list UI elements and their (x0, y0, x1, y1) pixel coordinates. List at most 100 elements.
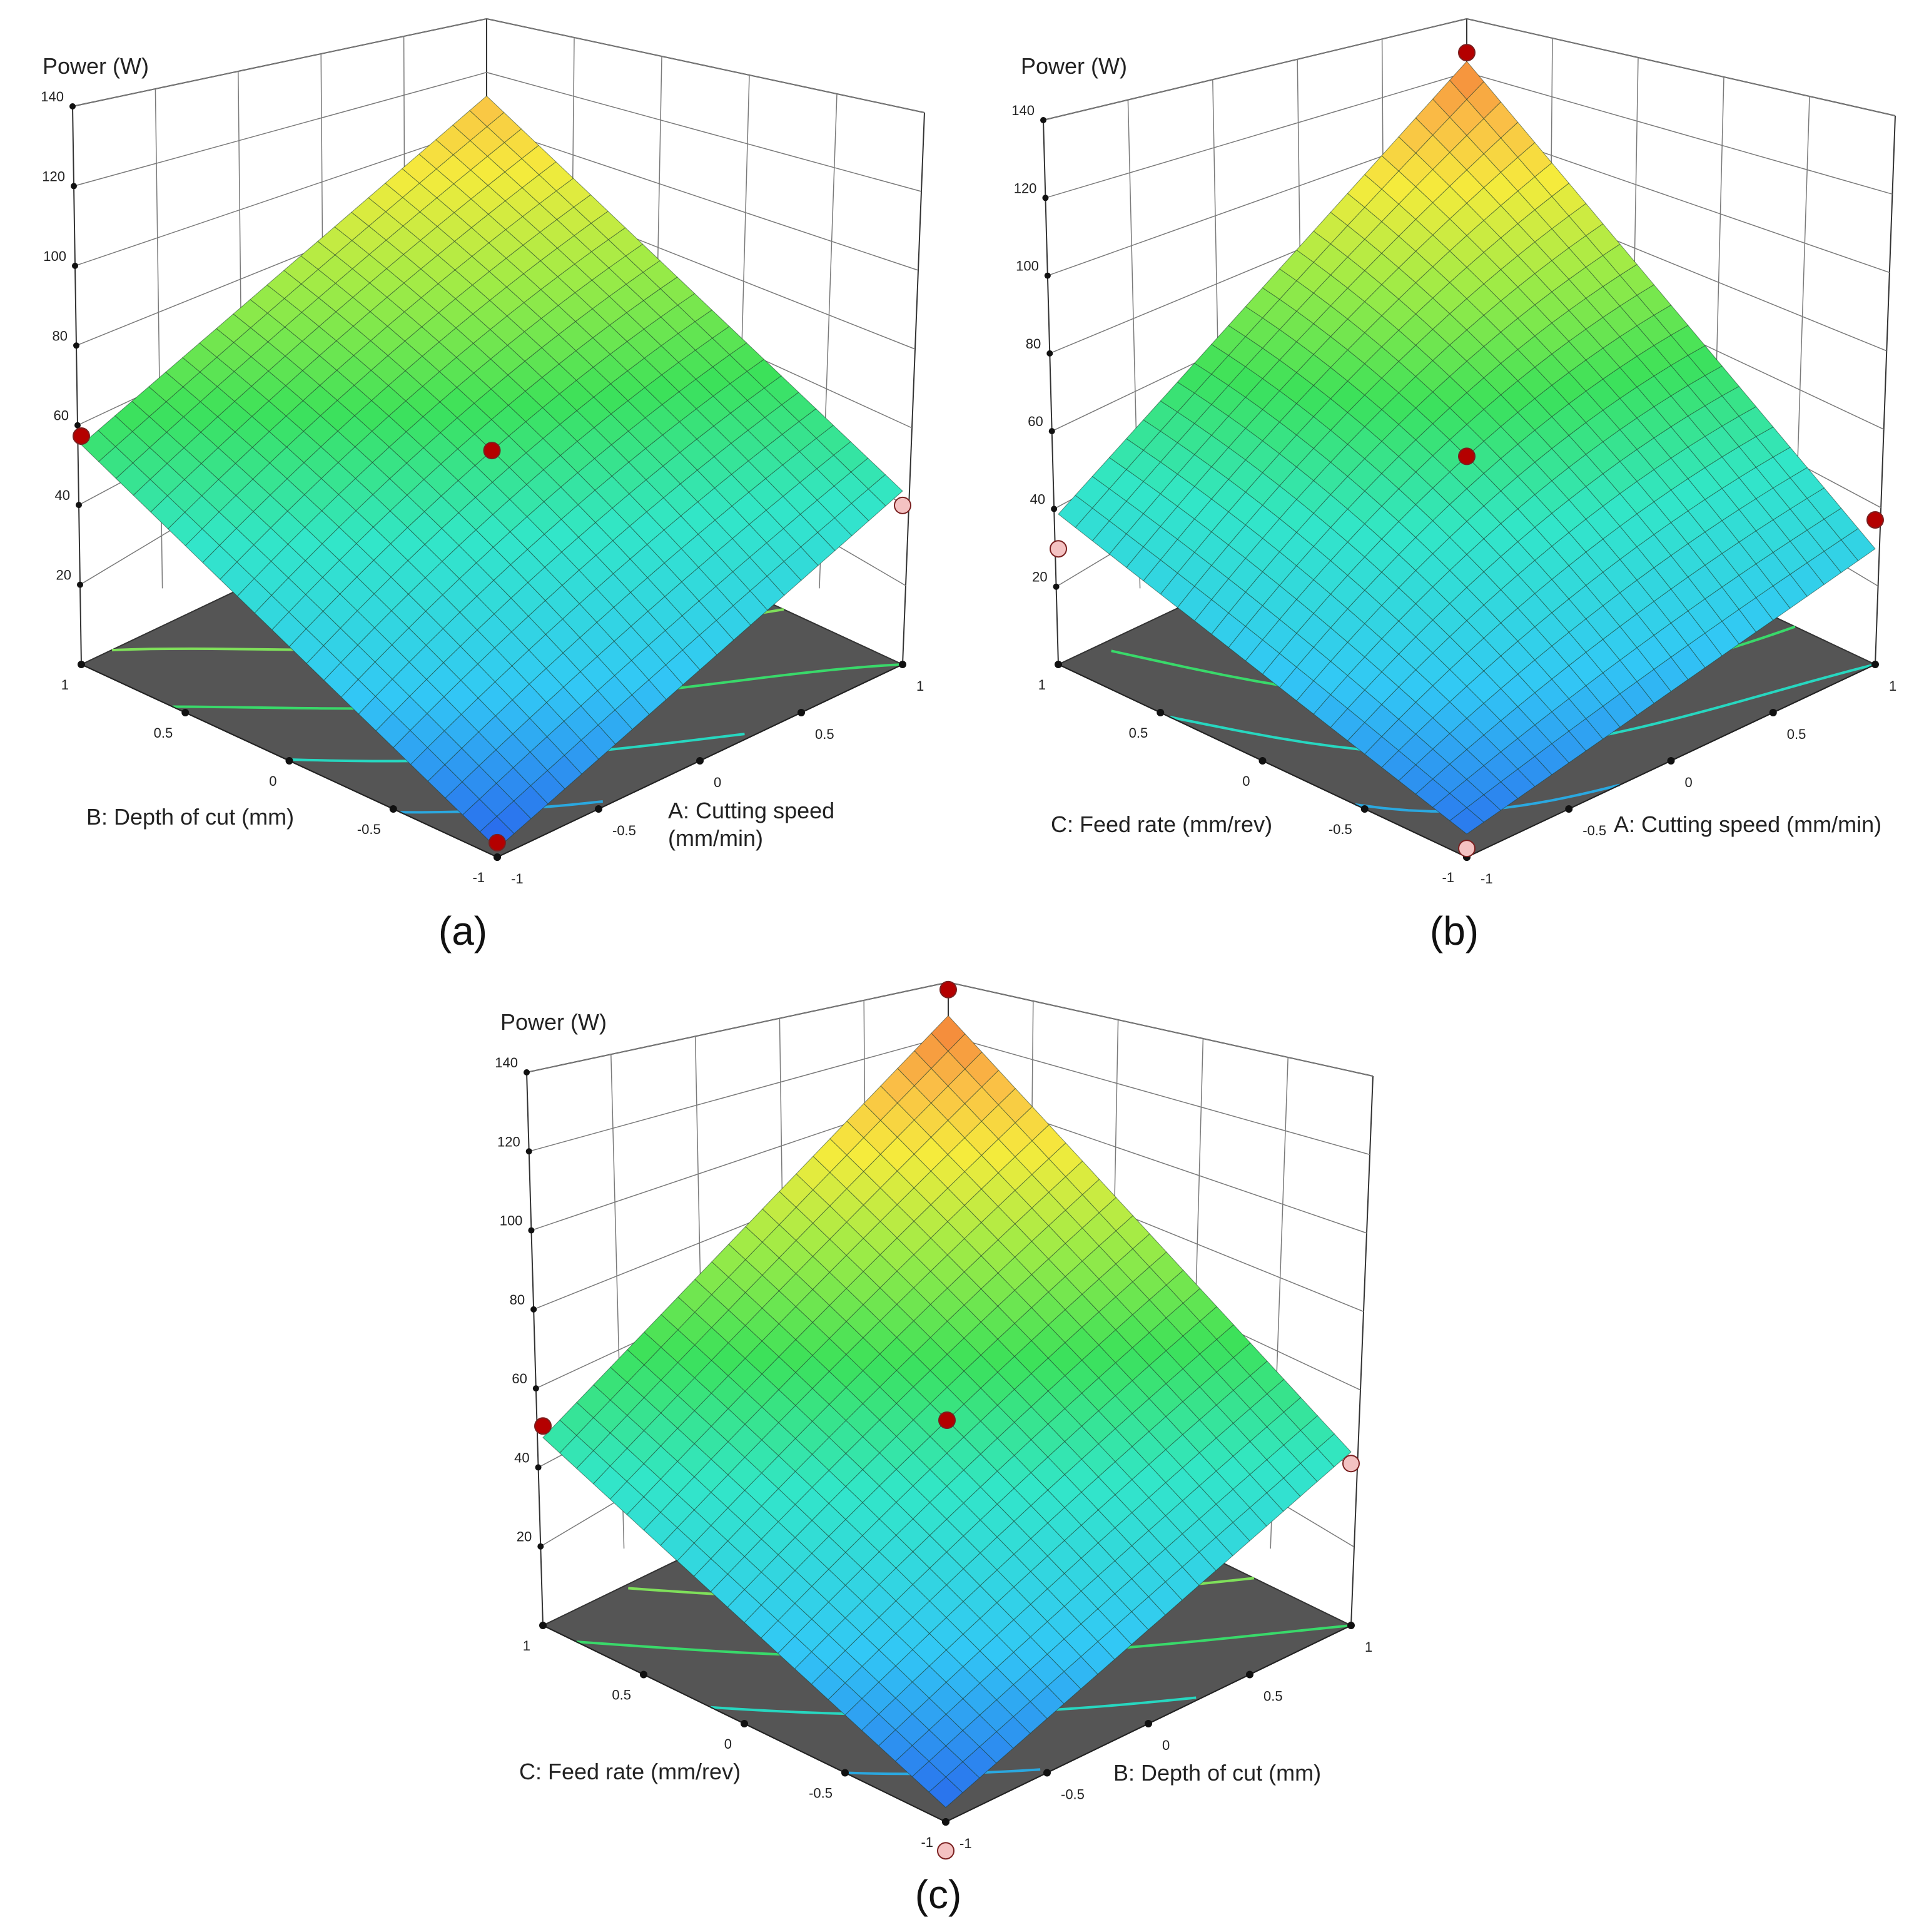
x-tick-mark (1667, 757, 1675, 765)
wall-z-gridline (1043, 18, 1896, 121)
x-axis-title-line: B: Depth of cut (mm) (1113, 1760, 1321, 1786)
x-tick-mark (899, 661, 906, 668)
x-tick-mark (1871, 661, 1879, 668)
design-point (938, 1411, 956, 1429)
y-tick-mark (1055, 661, 1062, 668)
y-axis-title: C: Feed rate (mm/rev) (519, 1759, 741, 1784)
design-point (894, 496, 911, 514)
left-wall-edge (72, 106, 82, 665)
x-tick-label: 1 (916, 678, 924, 694)
x-tick-label: 0.5 (1263, 1689, 1283, 1704)
response-surface (542, 1015, 1352, 1808)
z-tick-mark (71, 183, 77, 190)
x-tick-label: 0.5 (1787, 726, 1806, 742)
y-tick-mark (741, 1720, 748, 1727)
z-tick-label: 80 (53, 328, 68, 343)
panel-a: 20 40 60 80 100 120 140 -1 -0.5 0 0.5 1 -1 -0.5 0 0.5 1 P… (41, 18, 925, 953)
z-axis-title: Power (W) (500, 1009, 607, 1035)
right-wall-edge (1350, 1075, 1374, 1626)
x-tick-label: -0.5 (1061, 1787, 1085, 1802)
y-tick-label: -0.5 (1329, 821, 1352, 837)
z-tick-label: 40 (1030, 491, 1045, 507)
design-point (1050, 540, 1067, 558)
panel-label: (b) (1430, 908, 1479, 953)
x-tick-mark (1043, 1769, 1051, 1777)
design-point (534, 1417, 552, 1435)
wall-z-gridline (73, 71, 922, 192)
y-tick-label: -0.5 (357, 821, 381, 837)
x-tick-label: 0.5 (815, 726, 834, 742)
y-tick-mark (285, 757, 293, 765)
z-tick-label: 100 (500, 1213, 523, 1229)
z-tick-label: 40 (514, 1450, 529, 1465)
y-tick-mark (841, 1769, 849, 1777)
z-tick-label: 20 (56, 567, 71, 583)
y-tick-label: 0 (724, 1736, 732, 1752)
z-tick-label: 100 (1016, 258, 1039, 274)
z-tick-mark (77, 581, 83, 588)
z-axis-title: Power (W) (1021, 53, 1127, 79)
x-tick-mark (595, 805, 602, 813)
x-tick-label: -1 (511, 871, 524, 887)
x-tick-mark (696, 757, 704, 765)
z-tick-mark (537, 1543, 544, 1550)
z-tick-label: 80 (1026, 336, 1041, 352)
x-tick-label: 0 (1162, 1737, 1170, 1753)
z-tick-mark (1046, 350, 1053, 357)
y-axis-title: C: Feed rate (mm/rev) (1051, 811, 1272, 837)
x-tick-mark (1246, 1670, 1253, 1679)
y-tick-label: 0 (269, 773, 276, 789)
design-point (1458, 840, 1476, 858)
panel-label: (a) (438, 908, 487, 953)
wall-z-gridline (72, 18, 925, 113)
z-tick-mark (524, 1069, 530, 1075)
z-tick-label: 60 (54, 408, 69, 424)
z-tick-mark (69, 103, 76, 109)
z-tick-mark (535, 1464, 542, 1471)
z-tick-label: 60 (1028, 414, 1043, 429)
x-tick-mark (797, 709, 805, 716)
design-point (489, 833, 506, 852)
y-tick-mark (389, 805, 397, 813)
z-tick-mark (72, 262, 78, 269)
y-tick-label: 1 (523, 1638, 530, 1654)
y-tick-mark (78, 661, 85, 668)
z-tick-label: 120 (1014, 180, 1037, 196)
z-tick-mark (530, 1306, 537, 1313)
y-tick-mark (181, 709, 190, 716)
y-tick-mark (1360, 805, 1369, 813)
design-point (1458, 44, 1476, 62)
z-tick-mark (1053, 583, 1060, 590)
response-surface (1058, 61, 1876, 835)
x-tick-mark (1565, 805, 1573, 813)
y-tick-label: 1 (61, 677, 69, 693)
y-tick-label: -1 (921, 1834, 933, 1850)
panel-label: (c) (915, 1872, 962, 1917)
design-point (1866, 511, 1884, 529)
x-tick-label: -1 (1481, 871, 1493, 887)
right-wall-edge (1875, 115, 1896, 665)
z-tick-mark (74, 422, 81, 429)
z-tick-label: 140 (495, 1055, 518, 1070)
y-tick-label: 0.5 (154, 725, 173, 741)
right-wall-edge (902, 112, 925, 665)
x-axis-title-line: A: Cutting speed (mm/min) (1614, 811, 1881, 837)
design-point (1458, 447, 1476, 465)
z-tick-label: 120 (497, 1134, 520, 1149)
x-tick-label: -0.5 (1582, 823, 1606, 838)
x-tick-label: 0 (1685, 775, 1693, 790)
y-tick-label: 0.5 (1129, 725, 1148, 741)
response-surface (81, 95, 903, 849)
y-tick-mark (640, 1670, 647, 1679)
z-axis-title: Power (W) (43, 53, 149, 79)
design-point (1342, 1455, 1360, 1473)
x-tick-label: -1 (959, 1836, 972, 1851)
y-tick-label: 0 (1242, 773, 1250, 789)
z-tick-label: 140 (41, 89, 64, 104)
y-tick-mark (1258, 757, 1267, 765)
y-tick-label: -0.5 (809, 1786, 833, 1801)
z-tick-label: 20 (1032, 569, 1047, 585)
left-wall-edge (526, 1072, 544, 1626)
x-tick-label: -0.5 (612, 823, 636, 838)
y-tick-mark (539, 1622, 547, 1629)
